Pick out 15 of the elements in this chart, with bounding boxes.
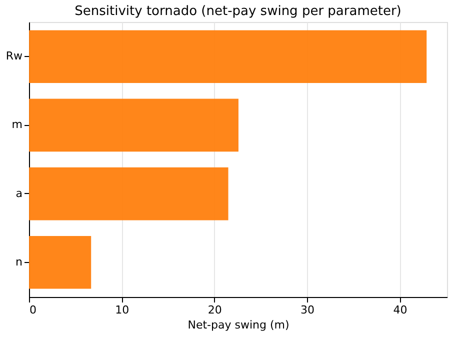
chart-title: Sensitivity tornado (net-pay swing per parameter) (74, 4, 402, 19)
y-tick-label: a (16, 186, 22, 200)
x-tick-label: 30 (300, 304, 315, 316)
bar (29, 236, 92, 289)
y-tick-label: Rw (6, 50, 22, 63)
x-axis-title: Net-pay swing (m) (188, 318, 290, 332)
bar (29, 167, 228, 220)
x-tick-label: 0 (30, 304, 36, 316)
y-tick-label: m (12, 118, 22, 132)
bar (29, 30, 427, 84)
y-tick-label: n (16, 255, 23, 268)
x-tick-label: 10 (115, 304, 130, 316)
bar (29, 98, 238, 152)
x-tick-label: 20 (208, 304, 222, 316)
x-tick-label: 40 (393, 304, 408, 316)
